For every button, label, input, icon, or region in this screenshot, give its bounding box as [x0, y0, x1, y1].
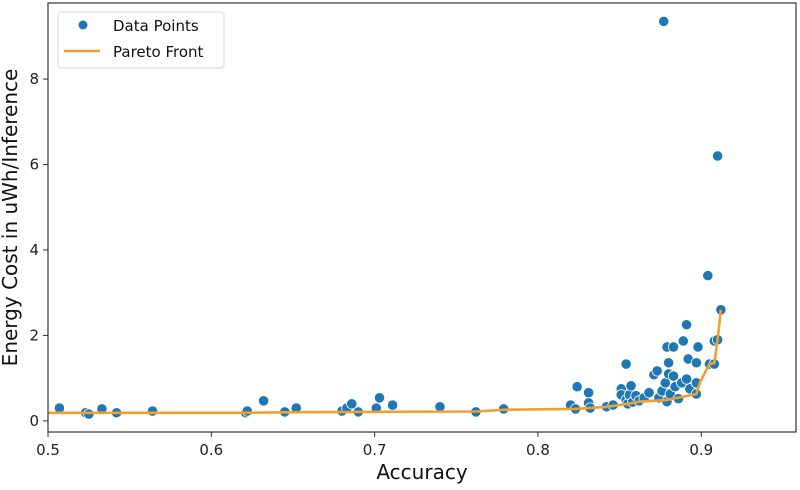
x-axis-label: Accuracy: [376, 460, 467, 484]
data-points: [53, 15, 727, 420]
pareto-front-line: [48, 309, 723, 415]
data-point: [571, 381, 583, 393]
data-point: [241, 405, 253, 417]
data-point: [373, 392, 386, 404]
legend-label-pareto: Pareto Front: [113, 43, 204, 61]
data-point: [346, 398, 358, 410]
data-point: [690, 357, 702, 369]
data-point: [667, 370, 680, 382]
x-tick-label: 0.8: [526, 441, 550, 459]
data-point: [643, 387, 655, 399]
data-point: [702, 270, 714, 282]
data-point: [146, 405, 159, 417]
y-tick-label: 4: [29, 241, 39, 259]
legend: Data Points Pareto Front: [57, 11, 225, 69]
data-point: [658, 15, 670, 27]
y-tick-label: 6: [29, 156, 39, 174]
legend-marker-icon: [78, 20, 88, 30]
y-tick-label: 2: [29, 326, 39, 344]
data-point: [712, 150, 724, 162]
y-axis-label: Energy Cost in uWh/Inference: [0, 69, 22, 367]
legend-box: [57, 11, 225, 69]
data-point: [651, 365, 663, 377]
legend-label-points: Data Points: [113, 17, 199, 35]
data-point: [680, 319, 693, 331]
data-point: [680, 373, 693, 385]
data-point: [663, 357, 675, 369]
data-point: [667, 341, 680, 353]
y-tick-label: 8: [29, 70, 39, 88]
data-point: [692, 341, 704, 353]
x-tick-label: 0.7: [363, 441, 387, 459]
x-axis-ticks: 0.5 0.6 0.7 0.8 0.9: [36, 432, 713, 459]
data-point: [582, 387, 595, 399]
x-tick-label: 0.6: [199, 441, 223, 459]
data-point: [387, 399, 399, 411]
data-point: [257, 395, 270, 407]
x-tick-label: 0.9: [689, 441, 713, 459]
data-point: [620, 358, 632, 370]
y-axis-ticks: 0 2 4 6 8: [29, 70, 48, 430]
plot-frame: [47, 2, 797, 433]
data-point: [677, 335, 689, 347]
x-tick-label: 0.5: [36, 441, 60, 459]
pareto-line: [48, 309, 723, 415]
y-tick-label: 0: [29, 412, 39, 430]
data-point: [625, 380, 637, 392]
